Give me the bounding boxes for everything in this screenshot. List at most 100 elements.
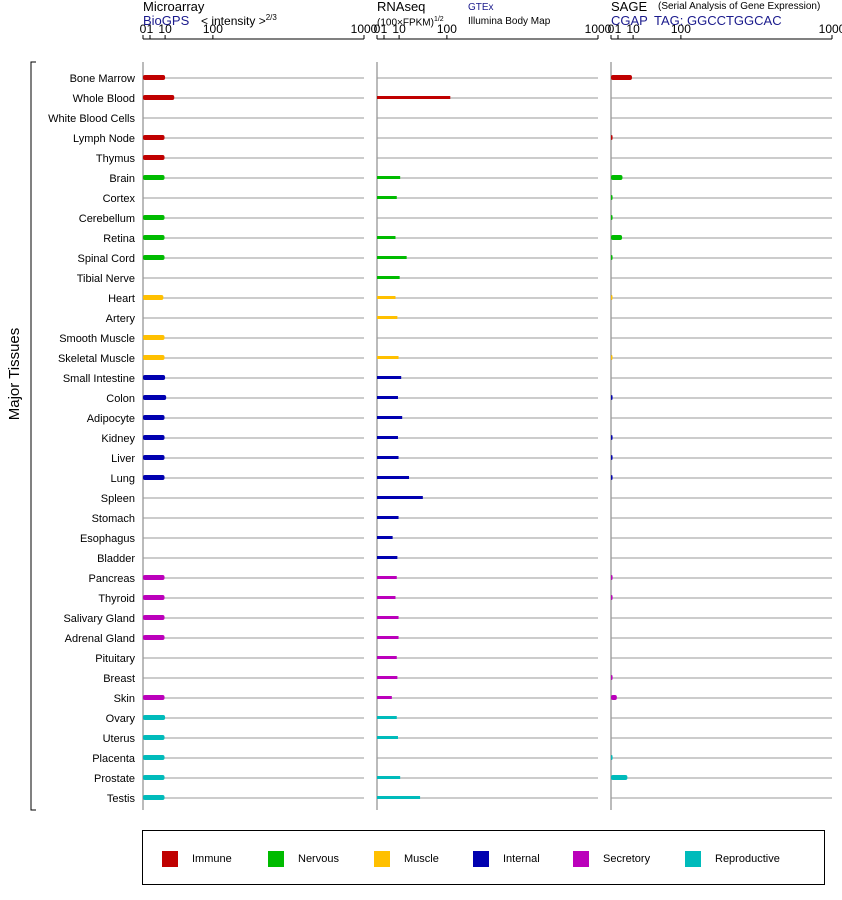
- rnaseq-bar-artery: [377, 316, 398, 319]
- rnaseq-bar-adrenal-gland: [377, 636, 399, 639]
- tissue-label-cortex: Cortex: [103, 193, 136, 205]
- tissue-label-white-blood-cells: White Blood Cells: [48, 113, 135, 125]
- legend-swatch-muscle: [374, 851, 390, 867]
- microarray-tick-label-0: 0: [140, 22, 147, 36]
- tissue-label-skeletal-muscle: Skeletal Muscle: [58, 353, 135, 365]
- tissue-label-prostate: Prostate: [94, 773, 135, 785]
- microarray-bar-cerebellum: [143, 215, 165, 220]
- legend-label-internal: Internal: [503, 853, 540, 865]
- sage-bar-skin: [611, 695, 617, 700]
- sage-bar-kidney: [611, 435, 613, 440]
- microarray-bar-spinal-cord: [143, 255, 165, 260]
- rnaseq-bar-pituitary: [377, 656, 397, 659]
- sage-bar-colon: [611, 395, 613, 400]
- sage-tick-label-1000: 1000: [819, 22, 842, 36]
- tissue-label-smooth-muscle: Smooth Muscle: [59, 333, 135, 345]
- microarray-scale-label: < intensity >2/3: [201, 13, 277, 28]
- tissue-label-colon: Colon: [106, 393, 135, 405]
- microarray-bar-prostate: [143, 775, 165, 780]
- microarray-title: Microarray: [143, 0, 205, 14]
- microarray-bar-heart: [143, 295, 164, 300]
- gtex-link[interactable]: GTEx: [468, 2, 494, 13]
- microarray-bar-adrenal-gland: [143, 635, 165, 640]
- rnaseq-bar-adipocyte: [377, 416, 403, 419]
- rnaseq-tick-label-1000: 1000: [585, 22, 612, 36]
- microarray-bar-uterus: [143, 735, 165, 740]
- sage-bar-prostate: [611, 775, 628, 780]
- legend-label-secretory: Secretory: [603, 853, 651, 865]
- microarray-bar-lymph-node: [143, 135, 165, 140]
- sage-bar-heart: [611, 295, 613, 300]
- cgap-link[interactable]: CGAP: [611, 13, 648, 28]
- sage-bar-breast: [611, 675, 613, 680]
- rnaseq-bar-esophagus: [377, 536, 393, 539]
- tissue-label-spinal-cord: Spinal Cord: [78, 253, 135, 265]
- microarray-bar-ovary: [143, 715, 166, 720]
- sage-bar-retina: [611, 235, 623, 240]
- rnaseq-bar-cortex: [377, 196, 397, 199]
- rnaseq-bar-bladder: [377, 556, 398, 559]
- rnaseq-bar-small-intestine: [377, 376, 402, 379]
- sage-bar-pancreas: [611, 575, 613, 580]
- tissue-label-esophagus: Esophagus: [80, 533, 136, 545]
- microarray-bar-brain: [143, 175, 165, 180]
- legend-label-muscle: Muscle: [404, 853, 439, 865]
- tissue-label-retina: Retina: [103, 233, 136, 245]
- microarray-bar-bone-marrow: [143, 75, 166, 80]
- sage-bar-skeletal-muscle: [611, 355, 613, 360]
- illumina-body-map-label: Illumina Body Map: [468, 16, 551, 27]
- major-tissues-label: Major Tissues: [6, 328, 23, 421]
- rnaseq-bar-retina: [377, 236, 396, 239]
- tissue-label-tibial-nerve: Tibial Nerve: [77, 273, 135, 285]
- tissue-label-bladder: Bladder: [97, 553, 135, 565]
- biogps-link[interactable]: BioGPS: [143, 13, 190, 28]
- rnaseq-tick-label-0: 0: [374, 22, 381, 36]
- rnaseq-bar-pancreas: [377, 576, 397, 579]
- tissue-label-bone-marrow: Bone Marrow: [70, 73, 135, 85]
- tissue-label-small-intestine: Small Intestine: [63, 373, 135, 385]
- tissue-label-breast: Breast: [103, 673, 135, 685]
- legend-swatch-internal: [473, 851, 489, 867]
- sage-bar-lung: [611, 475, 613, 480]
- tissue-label-adrenal-gland: Adrenal Gland: [65, 633, 135, 645]
- rnaseq-bar-lung: [377, 476, 410, 479]
- legend-item-secretory: Secretory: [573, 850, 650, 868]
- sage-bar-brain: [611, 175, 623, 180]
- microarray-bar-testis: [143, 795, 165, 800]
- sage-tick-label-0: 0: [608, 22, 615, 36]
- sage-tick-label-10: 10: [626, 22, 640, 36]
- legend-label-reproductive: Reproductive: [715, 853, 780, 865]
- sage-bar-spinal-cord: [611, 255, 613, 260]
- microarray-tick-label-1: 1: [147, 22, 154, 36]
- rnaseq-bar-spinal-cord: [377, 256, 407, 259]
- microarray-bar-retina: [143, 235, 165, 240]
- tissue-label-stomach: Stomach: [92, 513, 135, 525]
- microarray-tick-label-1000: 1000: [351, 22, 378, 36]
- tissue-label-skin: Skin: [114, 693, 135, 705]
- microarray-tick-label-10: 10: [158, 22, 172, 36]
- rnaseq-tick-label-100: 100: [437, 22, 457, 36]
- tissue-label-testis: Testis: [107, 793, 136, 805]
- legend-label-immune: Immune: [192, 853, 232, 865]
- microarray-bar-whole-blood: [143, 95, 175, 100]
- microarray-bar-thymus: [143, 155, 165, 160]
- rnaseq-title: RNAseq: [377, 0, 426, 14]
- tissue-label-kidney: Kidney: [101, 433, 135, 445]
- rnaseq-tick-label-1: 1: [381, 22, 388, 36]
- microarray-bar-adipocyte: [143, 415, 165, 420]
- rnaseq-bar-thyroid: [377, 596, 396, 599]
- legend: Immune Nervous Muscle Internal Secretory…: [142, 830, 825, 885]
- legend-item-reproductive: Reproductive: [685, 850, 780, 868]
- sage-bar-bone-marrow: [611, 75, 632, 80]
- microarray-bar-smooth-muscle: [143, 335, 165, 340]
- legend-swatch-immune: [162, 851, 178, 867]
- rnaseq-bar-colon: [377, 396, 398, 399]
- microarray-bar-skeletal-muscle: [143, 355, 165, 360]
- sage-bar-cerebellum: [611, 215, 613, 220]
- sage-tag-link[interactable]: TAG: GGCCTGGCAC: [654, 13, 782, 28]
- rnaseq-scale-label: (100×FPKM)1/2: [377, 16, 444, 29]
- sage-bar-thyroid: [611, 595, 613, 600]
- sage-bar-cortex: [611, 195, 613, 200]
- rnaseq-bar-tibial-nerve: [377, 276, 400, 279]
